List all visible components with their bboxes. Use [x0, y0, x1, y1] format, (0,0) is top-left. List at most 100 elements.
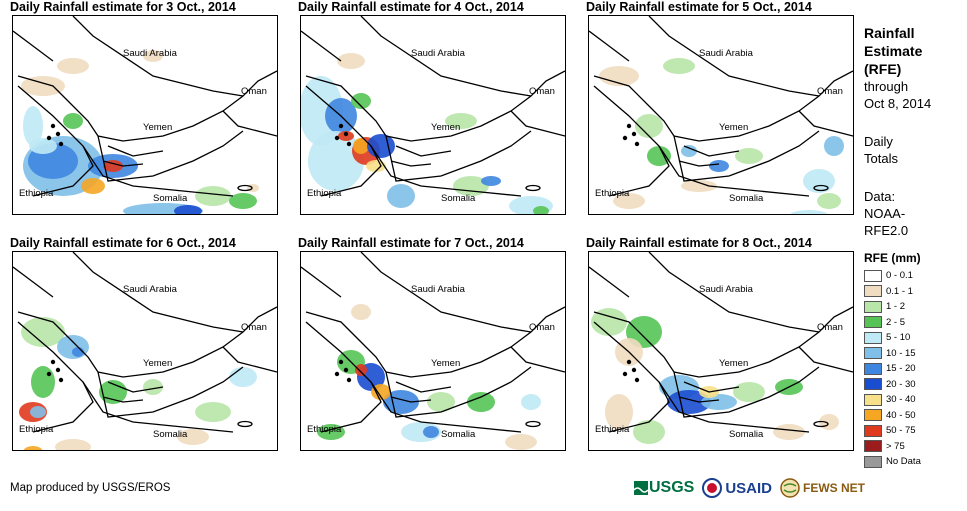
legend-swatch	[864, 316, 882, 329]
border-line	[658, 381, 810, 433]
country-label-saudi-arabia: Saudi Arabia	[411, 284, 466, 295]
border-line	[678, 160, 720, 167]
country-label-ethiopia: Ethiopia	[595, 424, 630, 435]
country-label-ethiopia: Ethiopia	[307, 424, 342, 435]
border-line	[395, 381, 452, 393]
panel-title: Daily Rainfall estimate for 4 Oct., 2014	[298, 0, 524, 14]
legend-item: 20 - 30	[864, 377, 921, 393]
rainfall-area	[177, 429, 209, 445]
country-label-ethiopia: Ethiopia	[595, 188, 630, 199]
country-label-somalia: Somalia	[729, 193, 764, 204]
island-marker	[343, 131, 349, 137]
rainfall-area	[57, 335, 89, 359]
island-marker	[634, 377, 640, 383]
rainfall-area	[383, 390, 419, 414]
border-line	[222, 346, 277, 373]
border-line	[510, 346, 565, 373]
island-marker	[55, 131, 61, 137]
border-line	[510, 110, 565, 137]
rainfall-area	[467, 392, 495, 412]
border-line	[390, 396, 432, 403]
rainfall-area	[30, 406, 46, 418]
rainfall-area	[521, 394, 541, 410]
island-marker	[46, 135, 52, 141]
country-label-yemen: Yemen	[431, 122, 460, 133]
rainfall-area	[681, 145, 697, 157]
island-marker	[58, 141, 64, 147]
border-line	[97, 130, 244, 182]
legend-item: > 75	[864, 439, 921, 455]
island-marker	[334, 371, 340, 377]
rainfall-area	[633, 420, 665, 444]
fews-net-logo-text: FEWS NET	[803, 481, 866, 495]
legend-label: 50 - 75	[886, 425, 916, 437]
rainfall-area	[709, 160, 729, 172]
usgs-logo: USGS	[634, 479, 694, 497]
country-label-somalia: Somalia	[729, 429, 764, 440]
island-marker	[346, 377, 352, 383]
rainfall-map: Saudi Arabia Oman Yemen Ethiopia Somalia	[300, 251, 566, 451]
rainfall-area	[824, 136, 844, 156]
border-line	[593, 306, 853, 378]
border-line	[102, 396, 144, 403]
border-line	[102, 160, 144, 167]
border-line	[305, 306, 565, 378]
border-line	[673, 366, 820, 418]
border-line	[17, 321, 94, 433]
country-label-oman: Oman	[529, 86, 555, 97]
daily-label: Daily	[864, 134, 893, 149]
legend: 0 - 0.1 0.1 - 1 1 - 2 2 - 5 5 - 10 10 - 15 15 …	[864, 268, 921, 470]
country-label-saudi-arabia: Saudi Arabia	[123, 48, 178, 59]
legend-swatch	[864, 331, 882, 344]
border-line	[305, 85, 382, 197]
island-marker	[50, 123, 56, 129]
rainfall-area	[591, 308, 627, 336]
country-label-yemen: Yemen	[143, 358, 172, 369]
legend-label: 0.1 - 1	[886, 285, 913, 297]
legend-item: 30 - 40	[864, 392, 921, 408]
rainfall-area	[599, 66, 639, 86]
usaid-logo: USAID	[702, 478, 772, 498]
border-line	[589, 266, 630, 298]
border-line	[678, 396, 720, 403]
country-label-saudi-arabia: Saudi Arabia	[699, 284, 754, 295]
rainfall-area	[613, 193, 645, 209]
socotra-island	[525, 420, 541, 428]
rainfall-area	[647, 146, 671, 166]
border-line	[17, 306, 277, 378]
legend-label: 30 - 40	[886, 394, 916, 406]
rainfall-area	[481, 176, 501, 186]
rainfall-map: Saudi Arabia Oman Yemen Ethiopia Somalia	[588, 15, 854, 215]
legend-swatch	[864, 440, 882, 453]
totals-label: Totals	[864, 151, 898, 166]
border-line	[648, 16, 820, 97]
data-label: Data:	[864, 189, 896, 204]
rainfall-area	[803, 169, 835, 193]
border-line	[301, 266, 342, 298]
border-line	[72, 252, 244, 333]
rainfall-map: Saudi Arabia Oman Yemen Ethiopia Somalia	[12, 15, 278, 215]
legend-swatch	[864, 269, 882, 282]
border-line	[13, 30, 54, 62]
border-line	[673, 130, 820, 182]
rainfall-area	[143, 379, 163, 395]
border-line	[798, 110, 853, 137]
border-line	[13, 266, 54, 298]
rainfall-area	[103, 160, 123, 172]
rainfall-area	[790, 210, 828, 214]
through-date: through Oct 8, 2014	[864, 78, 964, 112]
rainfall-area	[229, 367, 257, 387]
country-label-oman: Oman	[817, 322, 843, 333]
legend-item: 0.1 - 1	[864, 284, 921, 300]
island-marker	[622, 371, 628, 377]
rainfall-area	[55, 439, 91, 450]
usgs-logo-text: USGS	[649, 479, 695, 496]
country-label-somalia: Somalia	[153, 429, 188, 440]
rainfall-area	[427, 392, 455, 412]
legend-label: > 75	[886, 440, 905, 452]
border-line	[390, 160, 432, 167]
island-marker	[46, 371, 52, 377]
rainfall-area	[63, 113, 83, 129]
border-line	[222, 110, 277, 137]
daily-totals: Daily Totals	[864, 133, 964, 167]
